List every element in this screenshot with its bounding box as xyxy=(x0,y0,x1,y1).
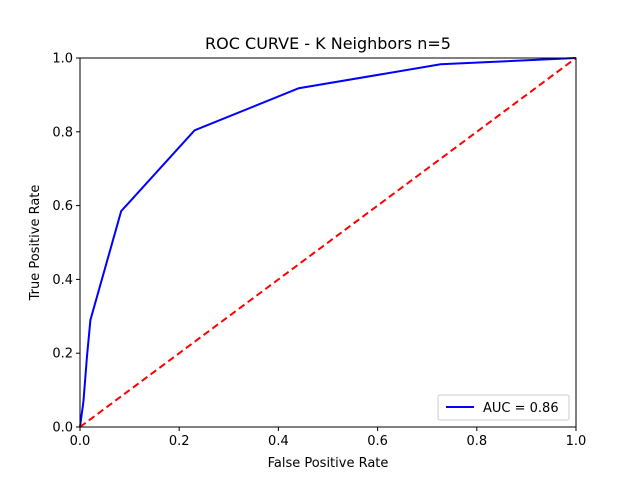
legend-box xyxy=(437,394,570,421)
x-tick-label: 0.2 xyxy=(169,434,190,449)
y-axis-label: True Positive Rate xyxy=(28,185,43,302)
legend: AUC = 0.86 xyxy=(437,394,570,421)
x-tick-label: 0.0 xyxy=(70,434,91,449)
x-axis-label: False Positive Rate xyxy=(268,456,389,471)
x-tick-label: 1.0 xyxy=(566,434,587,449)
y-tick-label: 0.2 xyxy=(52,347,73,362)
y-axis: 0.0 0.2 0.4 0.6 0.8 1.0 xyxy=(52,52,80,436)
roc-curve-line xyxy=(79,57,577,428)
legend-label: AUC = 0.86 xyxy=(483,401,559,416)
y-tick-label: 0.4 xyxy=(52,273,73,288)
y-tick-label: 0.0 xyxy=(52,421,73,436)
plot-frame xyxy=(79,57,577,428)
x-tick-label: 0.4 xyxy=(268,434,289,449)
y-tick-label: 1.0 xyxy=(52,52,73,67)
x-tick-label: 0.8 xyxy=(466,434,487,449)
chart-title: ROC CURVE - K Neighbors n=5 xyxy=(205,34,451,53)
x-axis: 0.0 0.2 0.4 0.6 0.8 1.0 xyxy=(70,427,587,449)
y-tick-label: 0.6 xyxy=(52,199,73,214)
plot-area xyxy=(79,57,577,428)
x-tick-label: 0.6 xyxy=(367,434,388,449)
chance-diagonal-line xyxy=(79,57,577,428)
y-tick-label: 0.8 xyxy=(52,125,73,140)
